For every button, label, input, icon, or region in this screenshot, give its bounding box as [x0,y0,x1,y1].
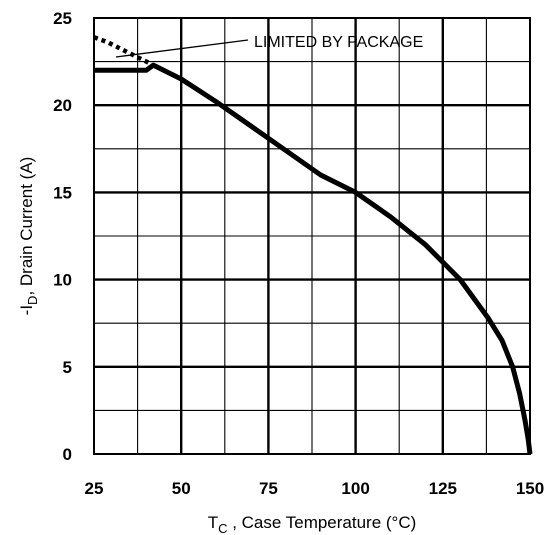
x-tick-label: 100 [341,479,369,498]
y-tick-label: 0 [63,445,72,464]
x-tick-label: 75 [259,479,278,498]
y-tick-label: 20 [53,96,72,115]
x-axis-title-sub: C [218,521,227,535]
series-line-solid [94,62,533,455]
y-axis-title: -ID, Drain Current (A) [17,157,40,316]
tick-labels: 25 50 75 100 125 150 0 5 10 15 20 25 [53,9,544,498]
series-line-dotted [93,35,151,66]
x-axis-title: TC , Case Temperature (°C) [208,513,417,535]
annotation-leader-line [115,39,249,58]
x-tick-label: 25 [85,479,104,498]
y-tick-label: 15 [53,183,72,202]
y-tick-label: 10 [53,271,72,290]
y-axis-title-rest: , Drain Current (A) [17,157,36,296]
x-axis-title-rest: , Case Temperature (°C) [227,513,416,532]
annotation: LIMITED BY PACKAGE [115,34,423,58]
y-axis-title-prefix: -I [17,305,36,315]
x-tick-label: 125 [429,479,457,498]
y-tick-label: 5 [63,358,72,377]
x-axis-title-main: T [208,513,218,532]
x-tick-label: 150 [516,479,544,498]
series-layer [93,35,533,455]
y-axis-title-sub: D [25,296,40,305]
y-tick-label: 25 [53,9,72,28]
x-tick-label: 50 [172,479,191,498]
grid [94,18,530,454]
annotation-label: LIMITED BY PACKAGE [254,34,423,51]
plot-frame [93,17,531,455]
